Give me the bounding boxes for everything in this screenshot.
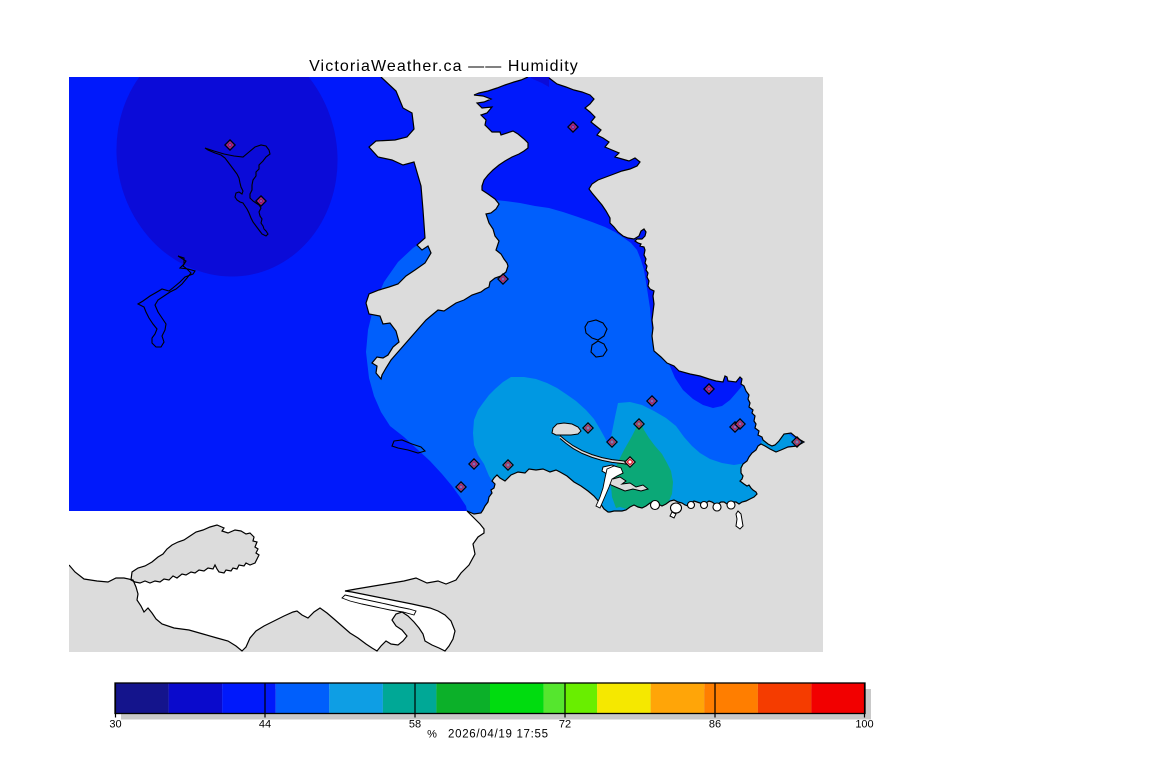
- svg-text:2026/04/19 17:55: 2026/04/19 17:55: [448, 729, 549, 741]
- svg-text:72: 72: [559, 719, 571, 731]
- svg-text:%: %: [427, 729, 437, 741]
- svg-text:100: 100: [855, 719, 873, 731]
- svg-text:VictoriaWeather.ca —— Humidity: VictoriaWeather.ca —— Humidity: [309, 58, 579, 75]
- svg-text:58: 58: [409, 719, 421, 731]
- svg-text:30: 30: [109, 719, 121, 731]
- svg-text:44: 44: [259, 719, 271, 731]
- svg-text:86: 86: [709, 719, 721, 731]
